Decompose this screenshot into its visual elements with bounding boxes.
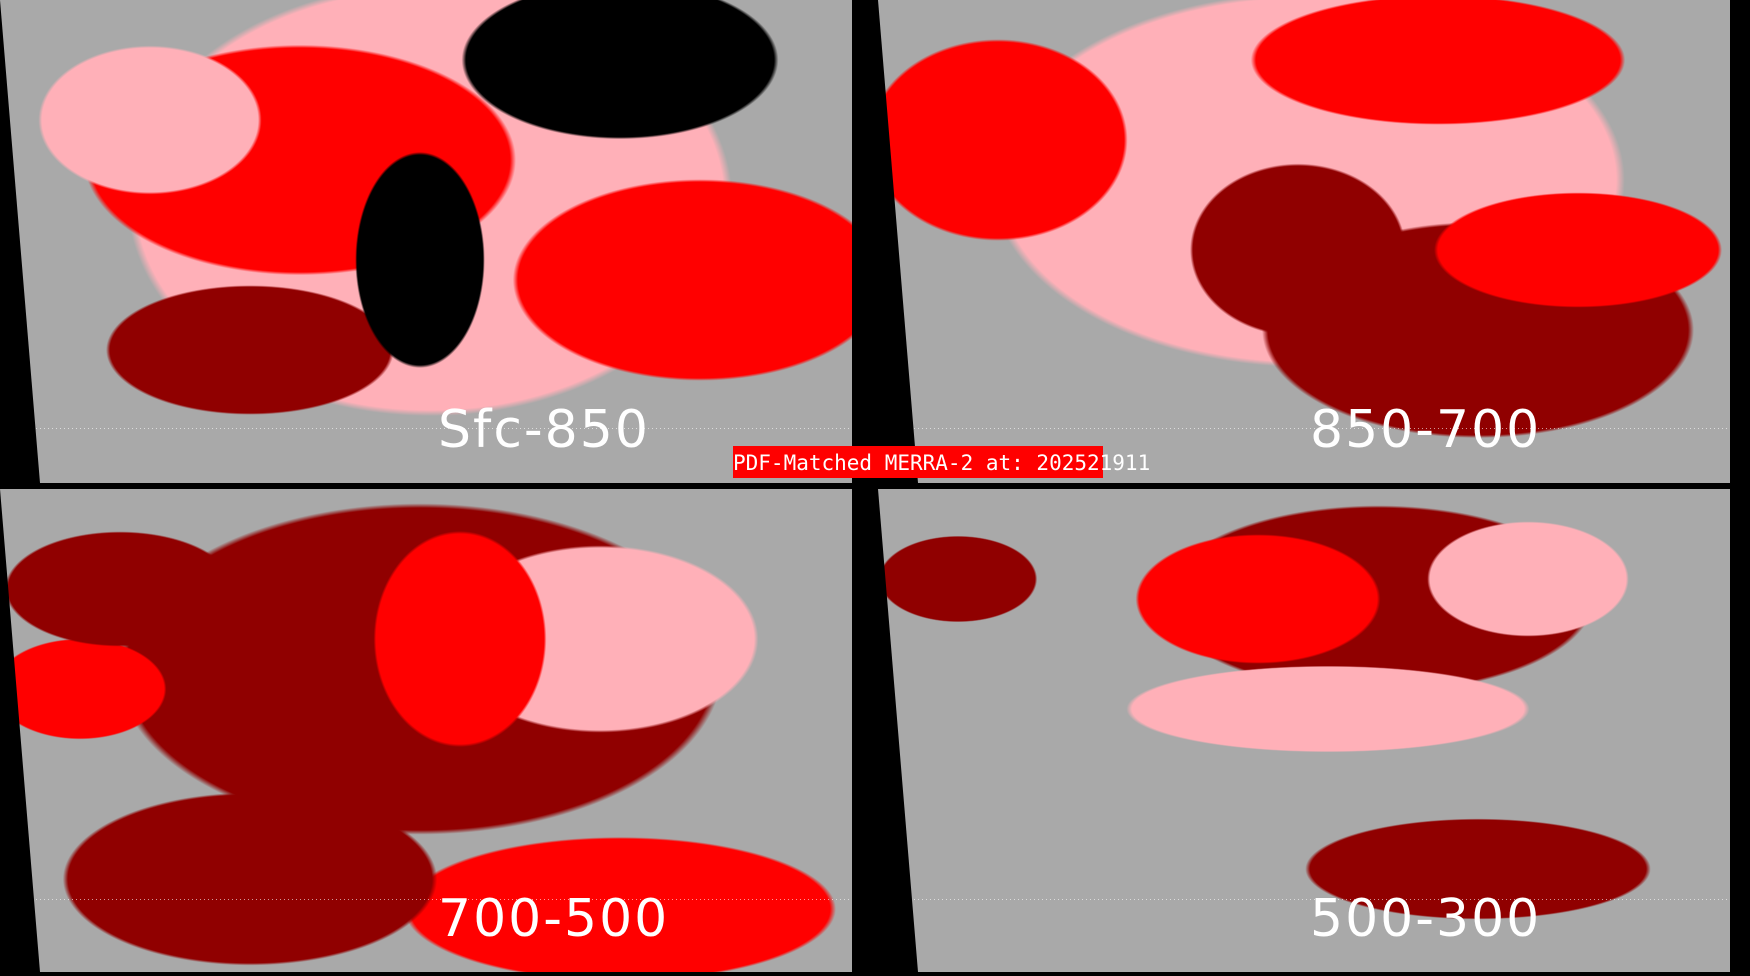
no-data-region	[0, 489, 40, 972]
no-data-region	[878, 489, 918, 972]
no-data-region	[852, 0, 872, 483]
no-data-region	[1730, 489, 1750, 972]
layer-label: 500-300	[1310, 889, 1542, 949]
figure-title: PDF-Matched MERRA-2 at: 202521911	[733, 446, 1151, 478]
no-data-region	[852, 489, 872, 972]
map-panel-700-500: 700-500	[0, 489, 872, 972]
latitude-gridline	[878, 0, 1750, 483]
layer-label: 700-500	[438, 889, 670, 949]
title-text: PDF-Matched MERRA-2 at: 202521911	[733, 451, 1151, 475]
layer-label: 850-700	[1310, 400, 1542, 460]
no-data-region	[1730, 0, 1750, 483]
map-panel-850-700: 850-700	[878, 0, 1750, 483]
layer-label: Sfc-850	[438, 400, 650, 460]
no-data-region	[0, 0, 40, 483]
latitude-gridline	[878, 489, 1750, 972]
latitude-gridline	[0, 489, 872, 972]
latitude-gridline	[0, 0, 872, 483]
map-panel-500-300: 500-300	[878, 489, 1750, 972]
no-data-region	[878, 0, 918, 483]
map-panel-sfc-850: Sfc-850	[0, 0, 872, 483]
